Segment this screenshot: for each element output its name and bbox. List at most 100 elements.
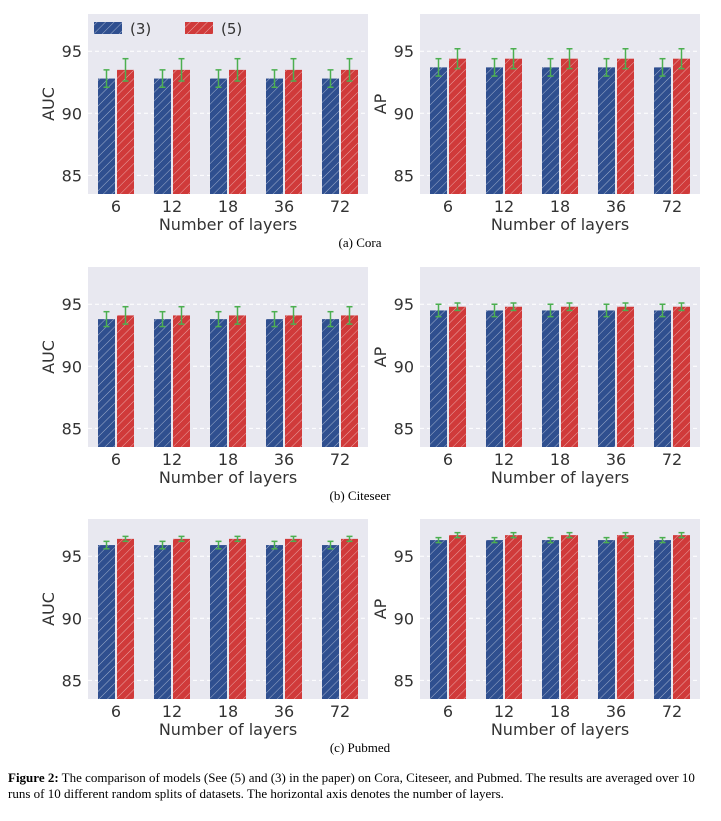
- x-tick-label: 36: [274, 197, 294, 216]
- y-axis-label: AP: [371, 93, 390, 114]
- y-tick-label: 95: [62, 42, 82, 61]
- bar-model-5-hatch: [285, 69, 302, 194]
- panel-cora-auc: 85 90 95 6 12 18 36 72 Number of layers AUC (3) (5): [39, 14, 368, 234]
- subcaption-pubmed: (c) Pubmed: [330, 740, 391, 755]
- plot-area: [420, 519, 700, 699]
- plot-area: [420, 267, 700, 447]
- y-tick-label: 90: [62, 104, 82, 123]
- bar-model-5-hatch: [117, 315, 134, 447]
- bar-model-5-hatch: [229, 315, 246, 447]
- y-tick-label: 95: [394, 42, 414, 61]
- x-tick-label: 36: [606, 702, 626, 721]
- caption-label: Figure 2:: [8, 770, 59, 785]
- subcaption-cora: (a) Cora: [339, 235, 382, 250]
- y-axis-label: AUC: [39, 592, 58, 626]
- bar-model-3-hatch: [154, 545, 171, 699]
- bar-model-5-hatch: [341, 315, 358, 447]
- x-tick-label: 72: [662, 197, 682, 216]
- bar-model-5-hatch: [117, 69, 134, 194]
- subcaption-citeseer: (b) Citeseer: [329, 488, 391, 503]
- y-axis-label: AP: [371, 598, 390, 619]
- panel-pubmed-ap: 85 90 95 6 12 18 36 72 Number of layers AP: [371, 519, 700, 739]
- bar-model-3-hatch: [210, 545, 227, 699]
- bar-model-3-hatch: [542, 67, 559, 194]
- bar-model-5-hatch: [673, 535, 690, 699]
- bar-model-5-hatch: [505, 535, 522, 699]
- x-tick-label: 12: [162, 197, 182, 216]
- bar-model-5-hatch: [561, 535, 578, 699]
- x-tick-label: 18: [550, 450, 570, 469]
- y-tick-label: 95: [394, 547, 414, 566]
- x-axis-label: Number of layers: [491, 720, 629, 739]
- x-tick-label: 12: [494, 702, 514, 721]
- bar-model-5-hatch: [285, 538, 302, 699]
- bar-model-3-hatch: [598, 540, 615, 699]
- bar-model-5-hatch: [505, 306, 522, 447]
- y-tick-label: 85: [394, 166, 414, 185]
- bar-model-3-hatch: [210, 78, 227, 194]
- x-tick-label: 36: [274, 702, 294, 721]
- bar-model-5-hatch: [173, 69, 190, 194]
- bar-model-5-hatch: [673, 306, 690, 447]
- bar-model-5-hatch: [229, 69, 246, 194]
- bar-model-5-hatch: [505, 58, 522, 195]
- bar-model-5-hatch: [341, 538, 358, 699]
- plot-area: [88, 14, 368, 194]
- y-tick-label: 85: [62, 419, 82, 438]
- x-tick-label: 18: [218, 450, 238, 469]
- x-tick-label: 36: [606, 450, 626, 469]
- x-tick-label: 18: [550, 702, 570, 721]
- figure: 85 90 95 6 12 18 36 72 Number of layers AUC (3) (5)…: [39, 14, 700, 755]
- bar-model-3-hatch: [486, 540, 503, 699]
- bar-model-3-hatch: [430, 540, 447, 699]
- legend-label: (5): [221, 20, 242, 38]
- x-tick-label: 72: [662, 702, 682, 721]
- bar-model-5-hatch: [673, 58, 690, 195]
- bar-model-3-hatch: [322, 319, 339, 447]
- bar-model-3-hatch: [98, 545, 115, 699]
- x-tick-label: 6: [443, 702, 453, 721]
- y-tick-label: 85: [394, 419, 414, 438]
- x-tick-label: 12: [494, 197, 514, 216]
- bar-model-3-hatch: [542, 310, 559, 447]
- y-tick-label: 90: [394, 609, 414, 628]
- bar-model-3-hatch: [598, 67, 615, 194]
- bar-model-5-hatch: [561, 58, 578, 195]
- x-tick-label: 72: [662, 450, 682, 469]
- x-axis-label: Number of layers: [159, 720, 297, 739]
- plot-area: [88, 267, 368, 447]
- y-tick-label: 90: [62, 609, 82, 628]
- y-tick-label: 95: [394, 295, 414, 314]
- y-tick-label: 90: [62, 357, 82, 376]
- panel-cora-ap: 85 90 95 6 12 18 36 72 Number of layers AP: [371, 14, 700, 234]
- x-tick-label: 36: [274, 450, 294, 469]
- bar-model-3-hatch: [598, 310, 615, 447]
- x-tick-label: 18: [550, 197, 570, 216]
- bar-model-5-hatch: [617, 58, 634, 195]
- x-tick-label: 6: [111, 450, 121, 469]
- legend-swatch-hatch: [185, 22, 213, 34]
- bar-model-3-hatch: [486, 67, 503, 194]
- figure-caption: Figure 2: The comparison of models (See …: [8, 770, 714, 802]
- bar-model-3-hatch: [98, 319, 115, 447]
- bar-model-3-hatch: [542, 540, 559, 699]
- bar-model-3-hatch: [210, 319, 227, 447]
- bar-model-3-hatch: [654, 67, 671, 194]
- x-tick-label: 36: [606, 197, 626, 216]
- y-axis-label: AP: [371, 346, 390, 367]
- x-tick-label: 12: [162, 450, 182, 469]
- y-axis-label: AUC: [39, 87, 58, 121]
- x-tick-label: 6: [443, 450, 453, 469]
- bar-model-5-hatch: [561, 306, 578, 447]
- y-tick-label: 85: [62, 166, 82, 185]
- bar-model-5-hatch: [449, 535, 466, 699]
- x-axis-label: Number of layers: [159, 215, 297, 234]
- x-tick-label: 12: [494, 450, 514, 469]
- bar-model-3-hatch: [430, 310, 447, 447]
- bar-model-3-hatch: [266, 319, 283, 447]
- bar-model-5-hatch: [117, 538, 134, 699]
- bar-model-3-hatch: [266, 78, 283, 194]
- bar-model-3-hatch: [486, 310, 503, 447]
- y-tick-label: 95: [62, 295, 82, 314]
- x-axis-label: Number of layers: [491, 215, 629, 234]
